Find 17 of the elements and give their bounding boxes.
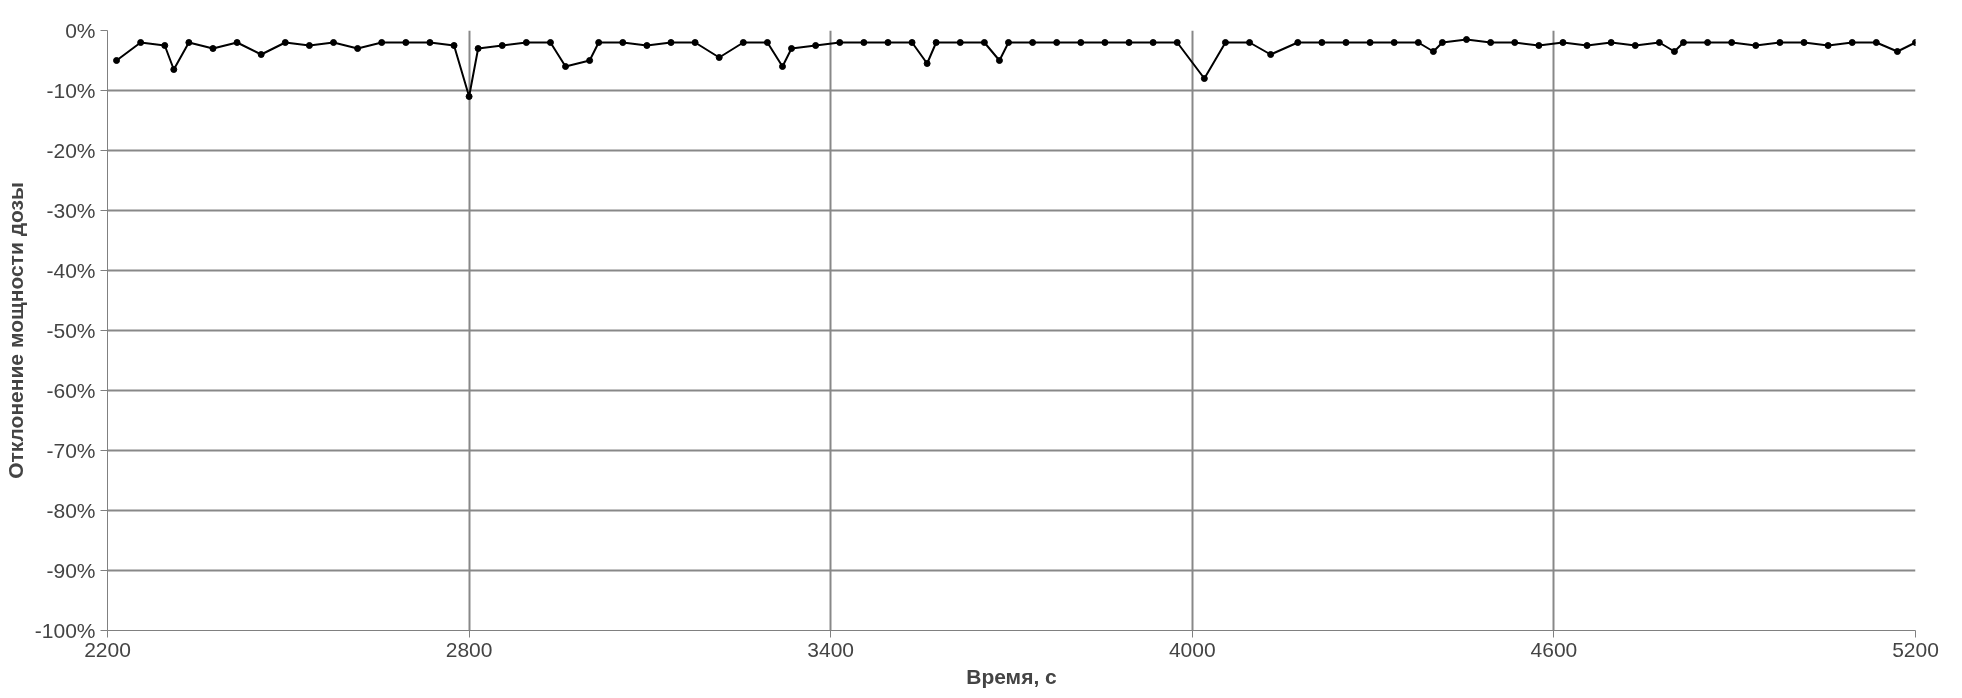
y-tick-label: -30% [46, 199, 96, 222]
y-axis-title: Отклонение мощности дозы [3, 182, 27, 479]
y-tick-label: -60% [46, 379, 96, 402]
x-tick-label: 4000 [1168, 637, 1216, 661]
y-tick-label: -10% [46, 79, 96, 102]
x-tick-label: 2800 [445, 637, 493, 661]
y-tick-label: 0% [65, 19, 96, 42]
y-tick-label: -40% [46, 259, 96, 282]
y-tick-label: -80% [46, 499, 96, 522]
x-tick-label: 5200 [1892, 637, 1939, 661]
x-tick-label: 4600 [1530, 637, 1578, 661]
y-tick-label: -70% [46, 439, 96, 462]
x-tick-label: 3400 [807, 637, 855, 661]
y-tick-label: -50% [46, 319, 96, 342]
x-axis-title: Время, с [966, 664, 1058, 688]
y-tick-label: -90% [46, 559, 96, 582]
y-tick-label: -20% [46, 139, 96, 162]
